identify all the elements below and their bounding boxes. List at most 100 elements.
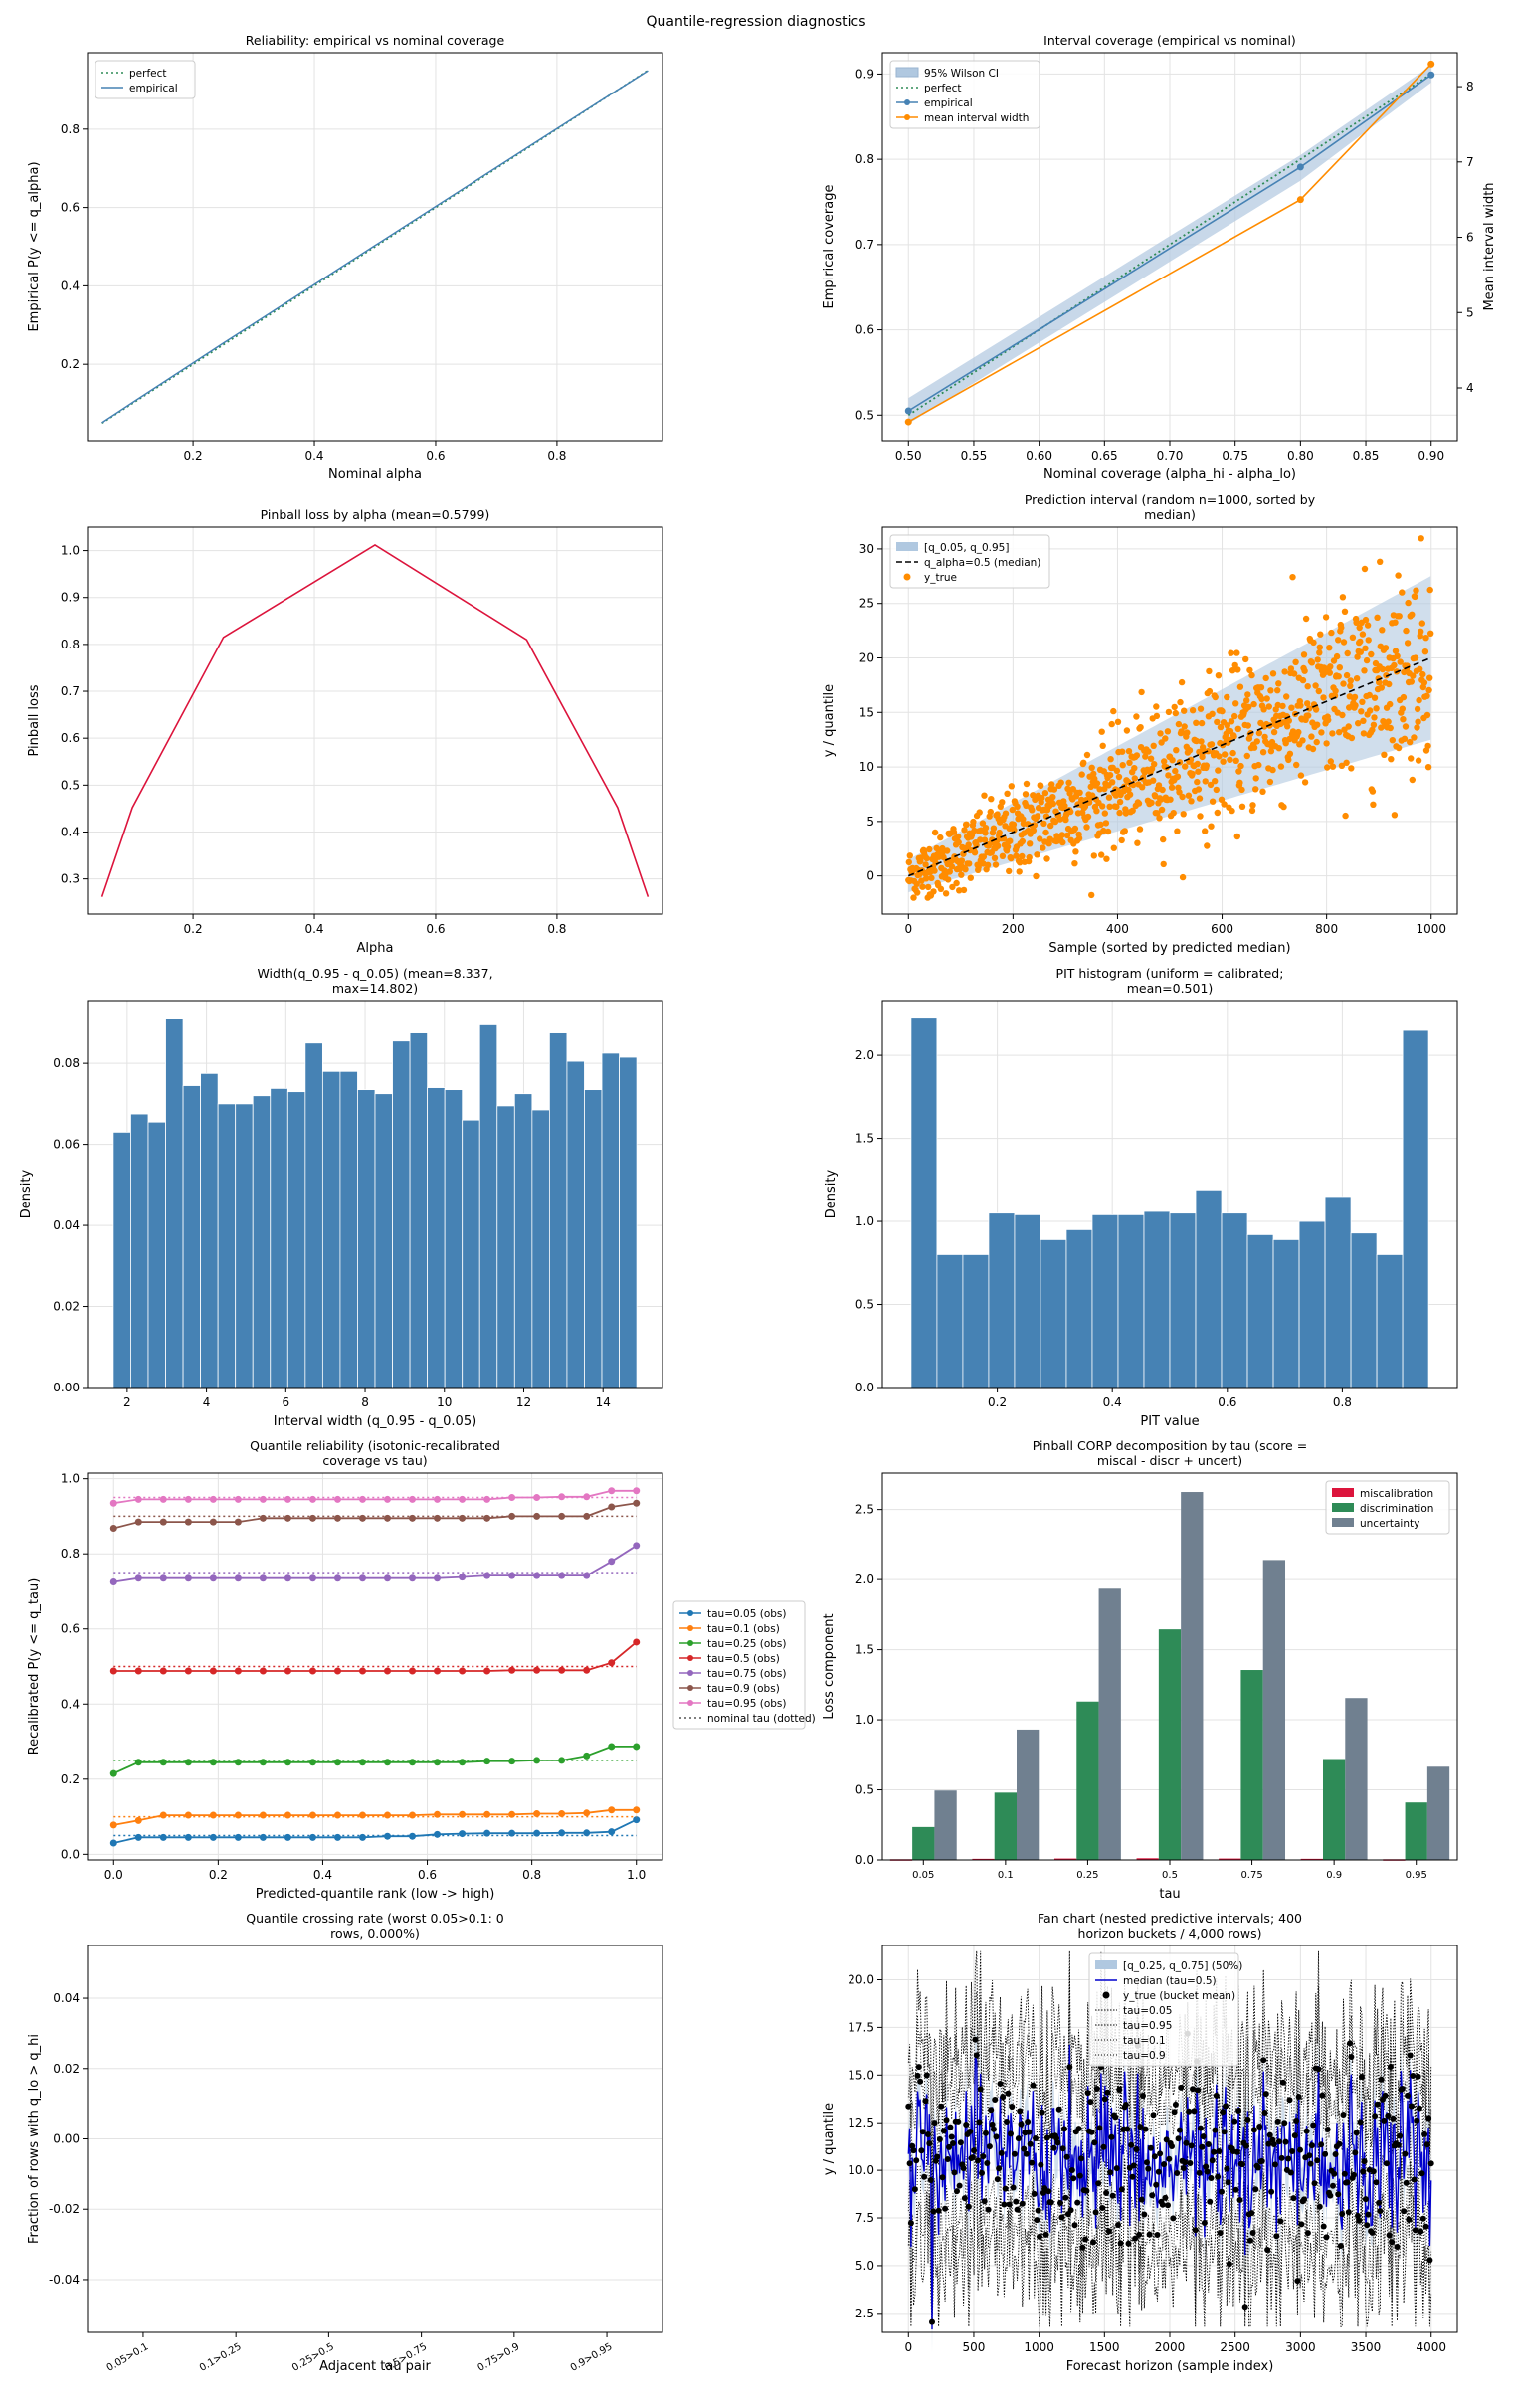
data-point [1151, 2153, 1158, 2160]
data-point [982, 825, 990, 832]
data-point [994, 842, 1002, 849]
data-point [1379, 665, 1387, 673]
data-point [1083, 751, 1091, 759]
chart-title: Interval coverage (empirical vs nominal) [1043, 33, 1296, 48]
data-point [109, 1769, 117, 1777]
data-point [1326, 669, 1334, 676]
data-point [926, 845, 933, 853]
data-point [1427, 2160, 1434, 2167]
quantile-line [907, 2136, 1432, 2327]
data-point [1061, 802, 1068, 810]
data-point [1331, 2170, 1338, 2177]
data-point [977, 836, 984, 843]
data-point [1209, 710, 1216, 717]
data-point [1254, 2164, 1261, 2171]
data-point [975, 863, 982, 871]
data-point [1407, 738, 1414, 746]
axes-frame [87, 526, 663, 915]
data-point [1418, 620, 1426, 627]
histogram-bar [513, 1093, 533, 1389]
data-point [259, 1759, 267, 1766]
data-point [308, 1759, 316, 1766]
data-point [1288, 704, 1295, 711]
data-point [1231, 712, 1238, 720]
data-point [988, 2107, 995, 2114]
data-point [1043, 2134, 1050, 2141]
data-point [1217, 2230, 1224, 2237]
data-point [1196, 795, 1204, 802]
series-line-perfect [101, 69, 649, 425]
data-point [234, 1811, 242, 1819]
data-point [992, 861, 1000, 868]
data-point [1080, 759, 1087, 766]
reliability-line [113, 1808, 637, 1826]
chart-title: Width(q_0.95 - q_0.05) (mean=8.337, [257, 966, 492, 981]
axes-frame [881, 1000, 1458, 1389]
data-point [1109, 779, 1116, 786]
data-point [1392, 619, 1399, 626]
chart-title: miscal - discr + uncert) [1097, 1453, 1242, 1468]
data-point [1366, 691, 1373, 699]
data-point [996, 2165, 1003, 2172]
data-point [1401, 735, 1409, 742]
data-point [1212, 2127, 1219, 2133]
histogram-bar [252, 1095, 272, 1389]
bar [1240, 1670, 1263, 1860]
data-point [1169, 757, 1176, 764]
data-point [1061, 2126, 1067, 2132]
legend-item: q_alpha=0.5 (median) [896, 557, 1040, 569]
bar [1345, 1698, 1368, 1860]
data-point [1162, 735, 1169, 742]
data-point [1145, 748, 1152, 755]
data-point [949, 883, 956, 891]
data-point [1340, 680, 1347, 687]
legend-label: y_true [924, 572, 957, 584]
data-point [1409, 776, 1417, 784]
data-point [1102, 820, 1110, 827]
axes-frame [87, 52, 663, 442]
legend: [q_0.05, q_0.95] q_alpha=0.5 (median) y_tr… [889, 534, 1050, 589]
data-point [1126, 759, 1133, 766]
data-point [936, 2136, 943, 2142]
data-point [1338, 624, 1345, 632]
data-point [333, 1759, 341, 1766]
data-point [1327, 663, 1334, 670]
x-tick-label: 0.8 [522, 1868, 541, 1882]
data-point [907, 2220, 914, 2227]
x-tick-label: 4 [203, 1395, 211, 1409]
x-tick-label: 0.2 [184, 922, 203, 936]
data-point [1359, 698, 1366, 705]
histogram-bar [444, 1089, 464, 1389]
data-point [1410, 672, 1417, 679]
data-point [1413, 587, 1419, 594]
data-point [1286, 750, 1294, 757]
histogram-bar [321, 1070, 341, 1389]
data-point [434, 1810, 442, 1818]
chart-title: Quantile reliability (isotonic-recalibra… [250, 1438, 500, 1453]
data-point [971, 2147, 978, 2154]
data-point [633, 1638, 641, 1646]
wilson-ci-band [908, 65, 1431, 424]
x-axis-label: Sample (sorted by predicted median) [1048, 941, 1290, 956]
data-point [1316, 644, 1324, 650]
data-point [1226, 2261, 1232, 2268]
y-tick-label: 5.0 [855, 2259, 874, 2273]
data-point [1304, 700, 1311, 707]
data-point [1327, 2192, 1334, 2199]
data-point [1369, 2229, 1376, 2236]
data-point [1067, 2207, 1074, 2214]
data-point [1383, 672, 1390, 679]
data-point [1033, 2135, 1039, 2141]
data-point [459, 1574, 467, 1581]
data-point [1274, 687, 1281, 694]
data-point [1205, 2141, 1212, 2147]
data-point [1021, 2145, 1028, 2152]
data-point [558, 1757, 566, 1764]
data-point [1339, 711, 1346, 719]
data-point [533, 1494, 541, 1502]
histogram-bar [1143, 1210, 1171, 1389]
data-point [904, 418, 912, 426]
data-point [1194, 760, 1202, 768]
data-point [1235, 768, 1242, 775]
data-point [1218, 796, 1226, 803]
